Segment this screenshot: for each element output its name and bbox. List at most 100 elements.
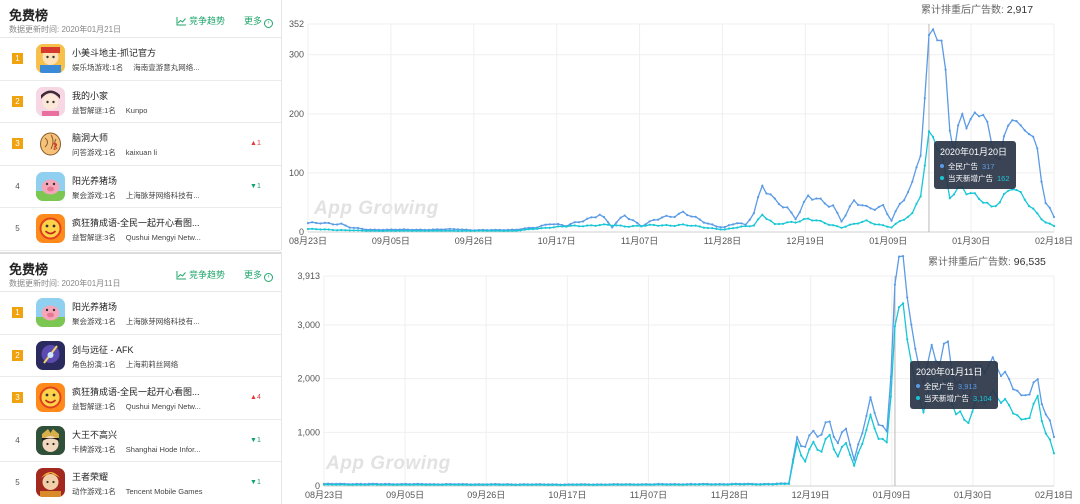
data-point — [922, 411, 925, 414]
data-point — [563, 483, 566, 487]
data-point — [306, 222, 310, 225]
app-icon-pig[interactable] — [36, 171, 65, 201]
rank-row[interactable]: 4 大王不高兴 卡牌游戏:1名 Shanghai Hode Infor... ▼1 — [0, 420, 281, 462]
app-icon-poker[interactable] — [36, 44, 65, 73]
app-name[interactable]: 疯狂猜成语-全民一起开心看图... — [72, 387, 200, 397]
chart-tooltip: 2020年01月20日 全民广告 317 当天新增广告 162 — [934, 141, 1016, 189]
data-point — [311, 227, 314, 230]
rank-row[interactable]: 4 阳光养猪场 聚会游戏:1名 上海脉芽网络科技有... ▼1 — [0, 166, 281, 208]
ad-count-chart-1: 累计排重后广告数: 2,917 App Growing 08月23日 09月05日 0… — [284, 0, 1080, 252]
data-point — [752, 212, 755, 215]
data-point — [865, 414, 868, 418]
tooltip-label: 全民广告 — [924, 382, 954, 391]
app-name[interactable]: 阳光养猪场 — [72, 175, 118, 186]
more-link[interactable]: 更多 › — [244, 14, 274, 28]
data-point — [1004, 370, 1007, 373]
data-point — [498, 483, 501, 486]
data-point — [540, 224, 543, 227]
app-icon-idiom[interactable] — [36, 214, 65, 243]
app-name[interactable]: 阳光养猪场 — [72, 302, 118, 312]
trend-button[interactable]: 竞争趋势 — [176, 14, 225, 27]
total-label: 累计排重后广告数: — [921, 5, 1004, 16]
app-name[interactable]: 小美斗地主-抓记官方 — [72, 48, 156, 58]
data-point — [715, 225, 718, 228]
data-point — [586, 217, 589, 220]
data-point — [881, 437, 884, 441]
x-tick-label: 08月23日 — [289, 236, 327, 246]
y-tick-label: 0 — [299, 227, 304, 237]
rank-row[interactable]: 2 我的小家 益智解谜:1名 Kunpo — [0, 81, 281, 123]
trend-button[interactable]: 竞争趋势 — [176, 268, 225, 281]
data-point — [877, 423, 880, 426]
data-point — [827, 223, 831, 226]
app-name[interactable]: 王者荣耀 — [72, 472, 109, 482]
x-tick-label: 11月28日 — [704, 236, 741, 246]
rank-change-value: 1 — [256, 182, 261, 190]
data-point — [490, 229, 493, 232]
tooltip-date: 2020年01月11日 — [916, 367, 983, 377]
data-point — [861, 432, 864, 435]
data-point — [927, 130, 931, 133]
rank-row[interactable]: 1 阳光养猪场 聚会游戏:1名 上海脉芽网络科技有... — [0, 292, 281, 335]
data-point — [948, 129, 951, 132]
data-point — [791, 461, 795, 464]
data-point — [327, 228, 330, 231]
data-point — [759, 483, 762, 486]
data-point — [390, 229, 393, 232]
app-icon-pig[interactable] — [36, 298, 65, 327]
data-point — [336, 223, 339, 226]
rank-row[interactable]: 5 王者荣耀 动作游戏:1名 Tencent Mobile Games ▼1 — [0, 462, 281, 504]
rank-change: ▼1 — [250, 479, 261, 486]
app-category-rank: 问答游戏:1名 — [72, 148, 116, 157]
app-icon-king[interactable] — [36, 425, 65, 455]
free-chart-panel-2: 免费榜 数据更新时间: 2020年01月11日 竞争趋势 更多 › 1 阳光养猪场聚… — [0, 252, 282, 504]
data-point — [456, 228, 460, 231]
data-point — [702, 483, 705, 486]
data-point — [906, 296, 909, 299]
data-point — [1044, 202, 1047, 205]
app-icon-home[interactable] — [36, 86, 65, 116]
app-category-rank: 动作游戏:1名 — [72, 487, 116, 496]
data-point — [782, 206, 785, 209]
rank-row[interactable]: 5 疯狂猜成语-全民一起开心看图... 益智解谜:3名 Qushui Mengyi N… — [0, 208, 281, 251]
data-point — [718, 483, 721, 486]
data-point — [348, 226, 351, 229]
data-point — [1048, 438, 1051, 441]
data-point — [361, 229, 364, 232]
app-name[interactable]: 疯狂猜成语-全民一起开心看图... — [72, 218, 200, 228]
line-chart-svg[interactable]: 08月23日 09月05日 09月26日 10月17日 11月07日 11月28日 12月1… — [284, 0, 1080, 252]
app-icon-idiom[interactable] — [36, 383, 65, 412]
data-point — [686, 224, 689, 227]
data-point — [881, 424, 884, 427]
app-name[interactable]: 我的小家 — [72, 90, 109, 101]
rank-row[interactable]: 3? 脑洞大师 问答游戏:1名 kaixuan li ▲1 — [0, 123, 281, 166]
data-point — [877, 223, 881, 226]
rank-row[interactable]: 3 疯狂猜成语-全民一起开心看图... 益智解谜:1名 Qushui Mengyi N… — [0, 377, 281, 420]
data-point — [1002, 135, 1006, 138]
app-publisher: Kunpo — [125, 105, 148, 115]
tooltip-line-all: 全民广告 3,913 — [916, 381, 992, 393]
data-point — [882, 224, 885, 227]
app-name[interactable]: 脑洞大师 — [72, 133, 109, 143]
app-name[interactable]: 大王不高兴 — [72, 429, 118, 440]
tooltip-value: 3,913 — [958, 382, 977, 391]
app-icon-hero[interactable] — [36, 468, 65, 497]
app-name[interactable]: 剑与远征 - AFK — [72, 344, 134, 355]
data-point — [348, 229, 351, 232]
data-point — [820, 433, 823, 436]
data-point — [371, 483, 374, 486]
app-icon-sword[interactable] — [36, 340, 65, 370]
rank-row[interactable]: 1 小美斗地主-抓记官方 娱乐场游戏:1名 海南壹游意丸网络... — [0, 38, 281, 81]
data-point — [730, 483, 733, 486]
data-point — [661, 216, 664, 219]
app-icon-brain[interactable]: ? — [36, 129, 65, 158]
more-link[interactable]: 更多 › — [244, 268, 274, 282]
data-point — [865, 428, 868, 432]
data-point — [932, 28, 935, 31]
data-point — [1008, 377, 1011, 381]
data-point — [930, 343, 933, 346]
data-point — [381, 229, 385, 233]
rank-row[interactable]: 2 剑与远征 - AFK 角色扮演:1名 上海莉莉丝网络 — [0, 335, 281, 377]
data-point — [969, 192, 972, 195]
data-point — [673, 224, 676, 228]
